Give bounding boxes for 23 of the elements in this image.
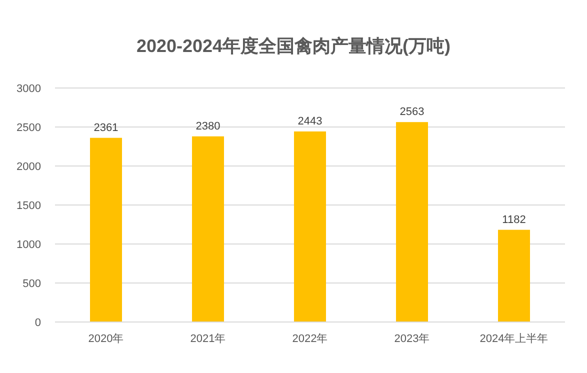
data-label: 2443 (298, 115, 322, 128)
x-tick-label: 2020年 (88, 333, 124, 345)
y-tick-label: 0 (34, 317, 41, 329)
bar (498, 230, 530, 322)
y-tick-label: 2500 (16, 122, 41, 134)
bar (90, 138, 122, 322)
bar (294, 131, 326, 322)
y-tick-label: 3000 (16, 83, 41, 95)
x-tick-label: 2021年 (190, 333, 226, 345)
x-tick-label: 2023年 (394, 333, 430, 345)
y-tick-label: 500 (22, 278, 41, 290)
data-label: 2380 (196, 120, 220, 132)
data-label: 1182 (502, 214, 526, 226)
y-tick-label: 2000 (16, 161, 41, 173)
data-label: 2361 (94, 122, 118, 134)
y-tick-label: 1500 (16, 200, 41, 212)
chart-title: 2020-2024年度全国禽肉产量情况(万吨) (136, 36, 451, 56)
x-tick-label: 2024年上半年 (480, 332, 548, 345)
data-label: 2563 (400, 106, 424, 118)
x-tick-label: 2022年 (292, 333, 328, 345)
y-tick-label: 1000 (16, 239, 41, 251)
bar (192, 136, 224, 322)
bar (396, 122, 428, 322)
